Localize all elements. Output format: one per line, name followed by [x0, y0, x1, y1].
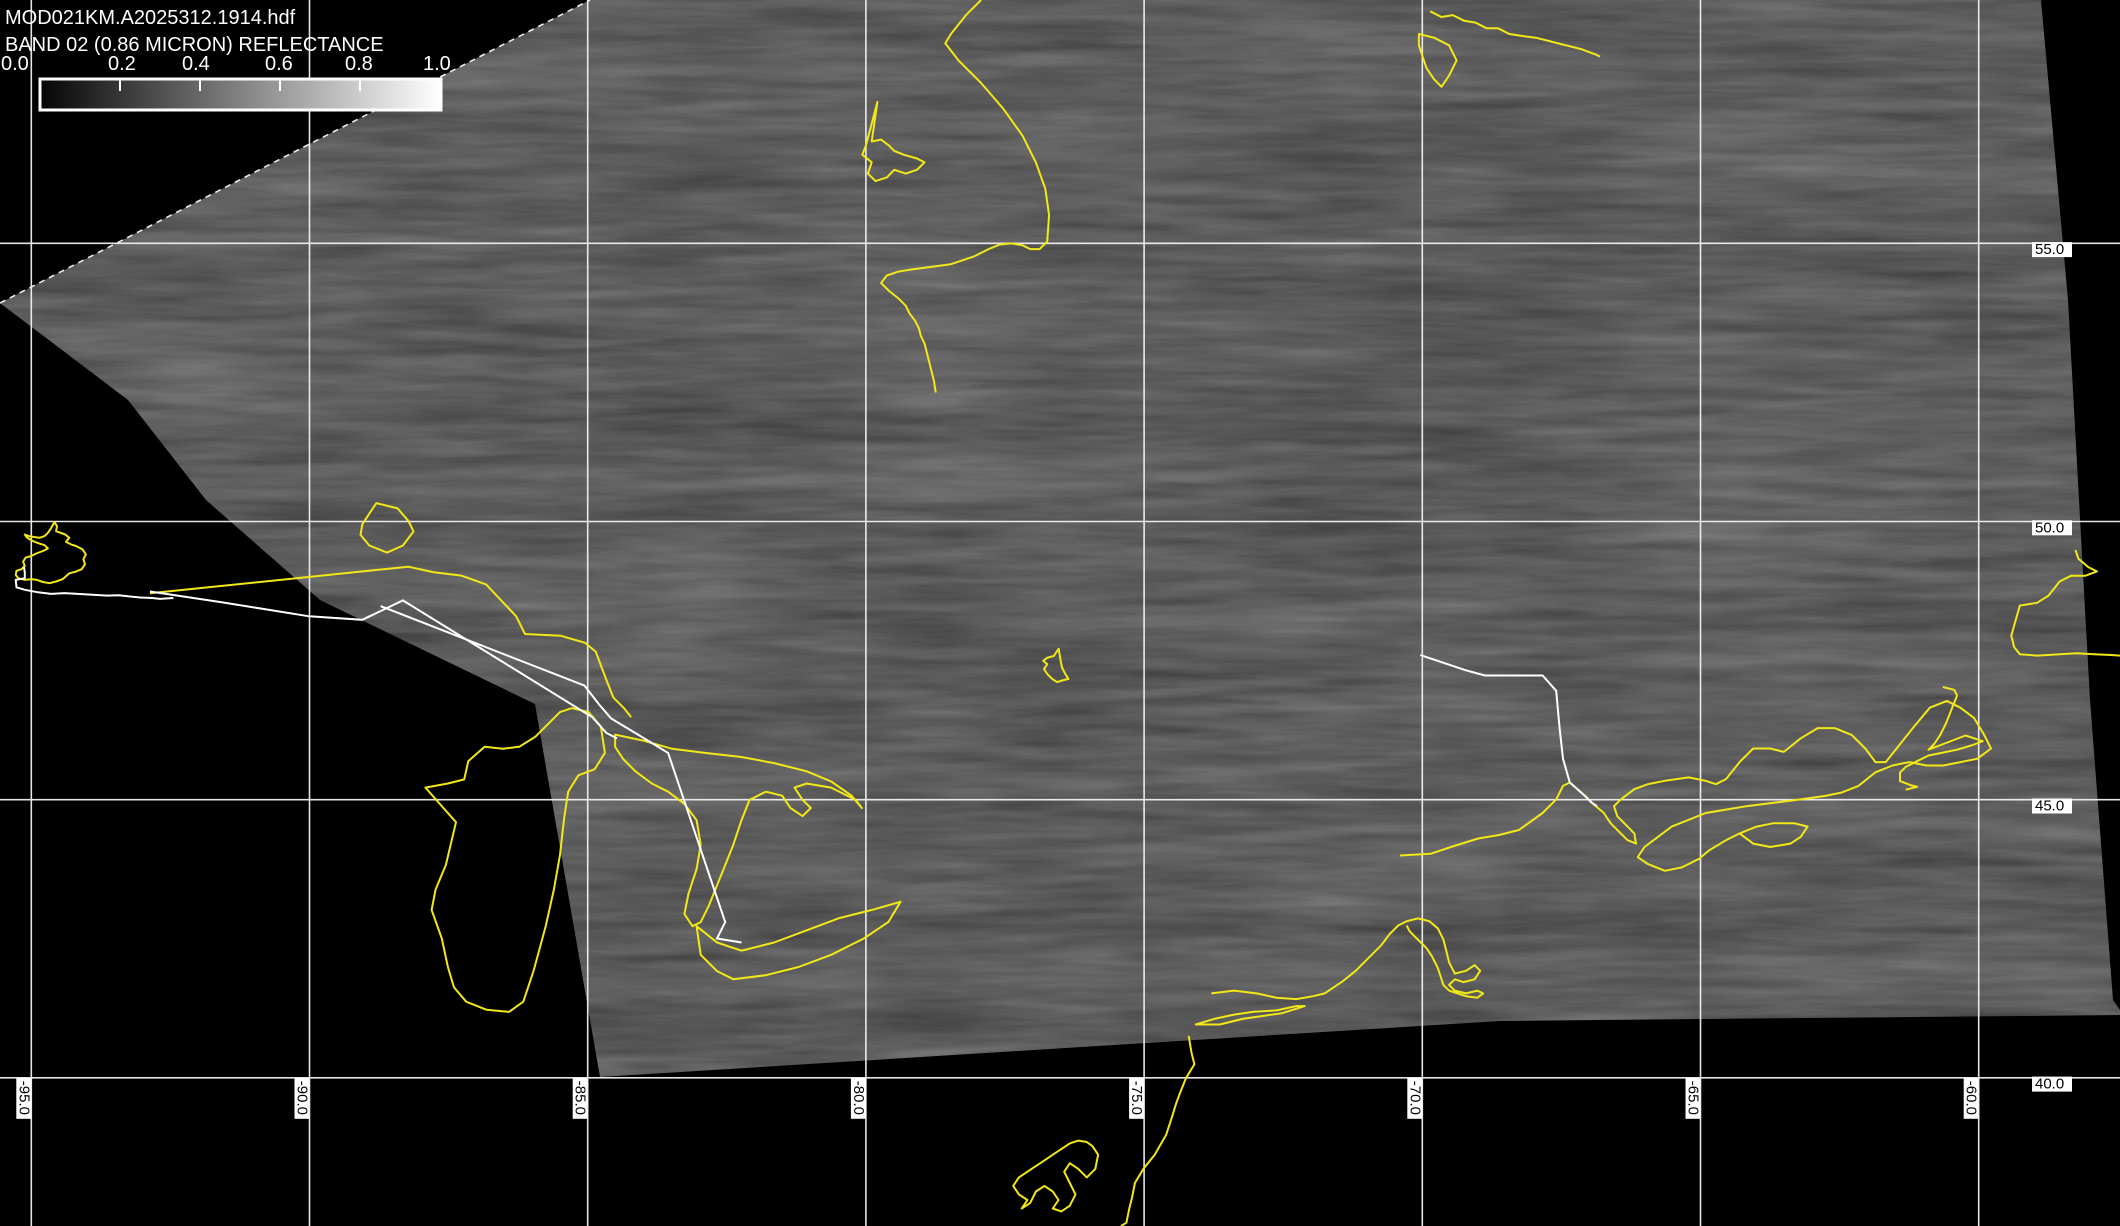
- svg-text:0.0: 0.0: [1, 53, 29, 75]
- svg-text:1.0: 1.0: [423, 53, 451, 75]
- svg-text:-80.0: -80.0: [850, 1081, 867, 1115]
- svg-text:0.4: 0.4: [182, 53, 210, 75]
- svg-text:-90.0: -90.0: [294, 1081, 311, 1115]
- svg-text:-60.0: -60.0: [1963, 1081, 1980, 1115]
- svg-text:0.6: 0.6: [265, 53, 293, 75]
- svg-text:40.0: 40.0: [2035, 1076, 2064, 1093]
- svg-text:45.0: 45.0: [2035, 798, 2064, 815]
- svg-text:-85.0: -85.0: [572, 1081, 589, 1115]
- svg-text:55.0: 55.0: [2035, 241, 2064, 258]
- svg-text:0.8: 0.8: [345, 53, 373, 75]
- svg-text:-70.0: -70.0: [1406, 1081, 1423, 1115]
- svg-text:-95.0: -95.0: [15, 1081, 32, 1115]
- svg-text:50.0: 50.0: [2035, 519, 2064, 536]
- svg-text:-65.0: -65.0: [1685, 1081, 1702, 1115]
- svg-text:MOD021KM.A2025312.1914.hdf: MOD021KM.A2025312.1914.hdf: [5, 7, 296, 29]
- svg-text:0.2: 0.2: [108, 53, 136, 75]
- svg-text:-75.0: -75.0: [1128, 1081, 1145, 1115]
